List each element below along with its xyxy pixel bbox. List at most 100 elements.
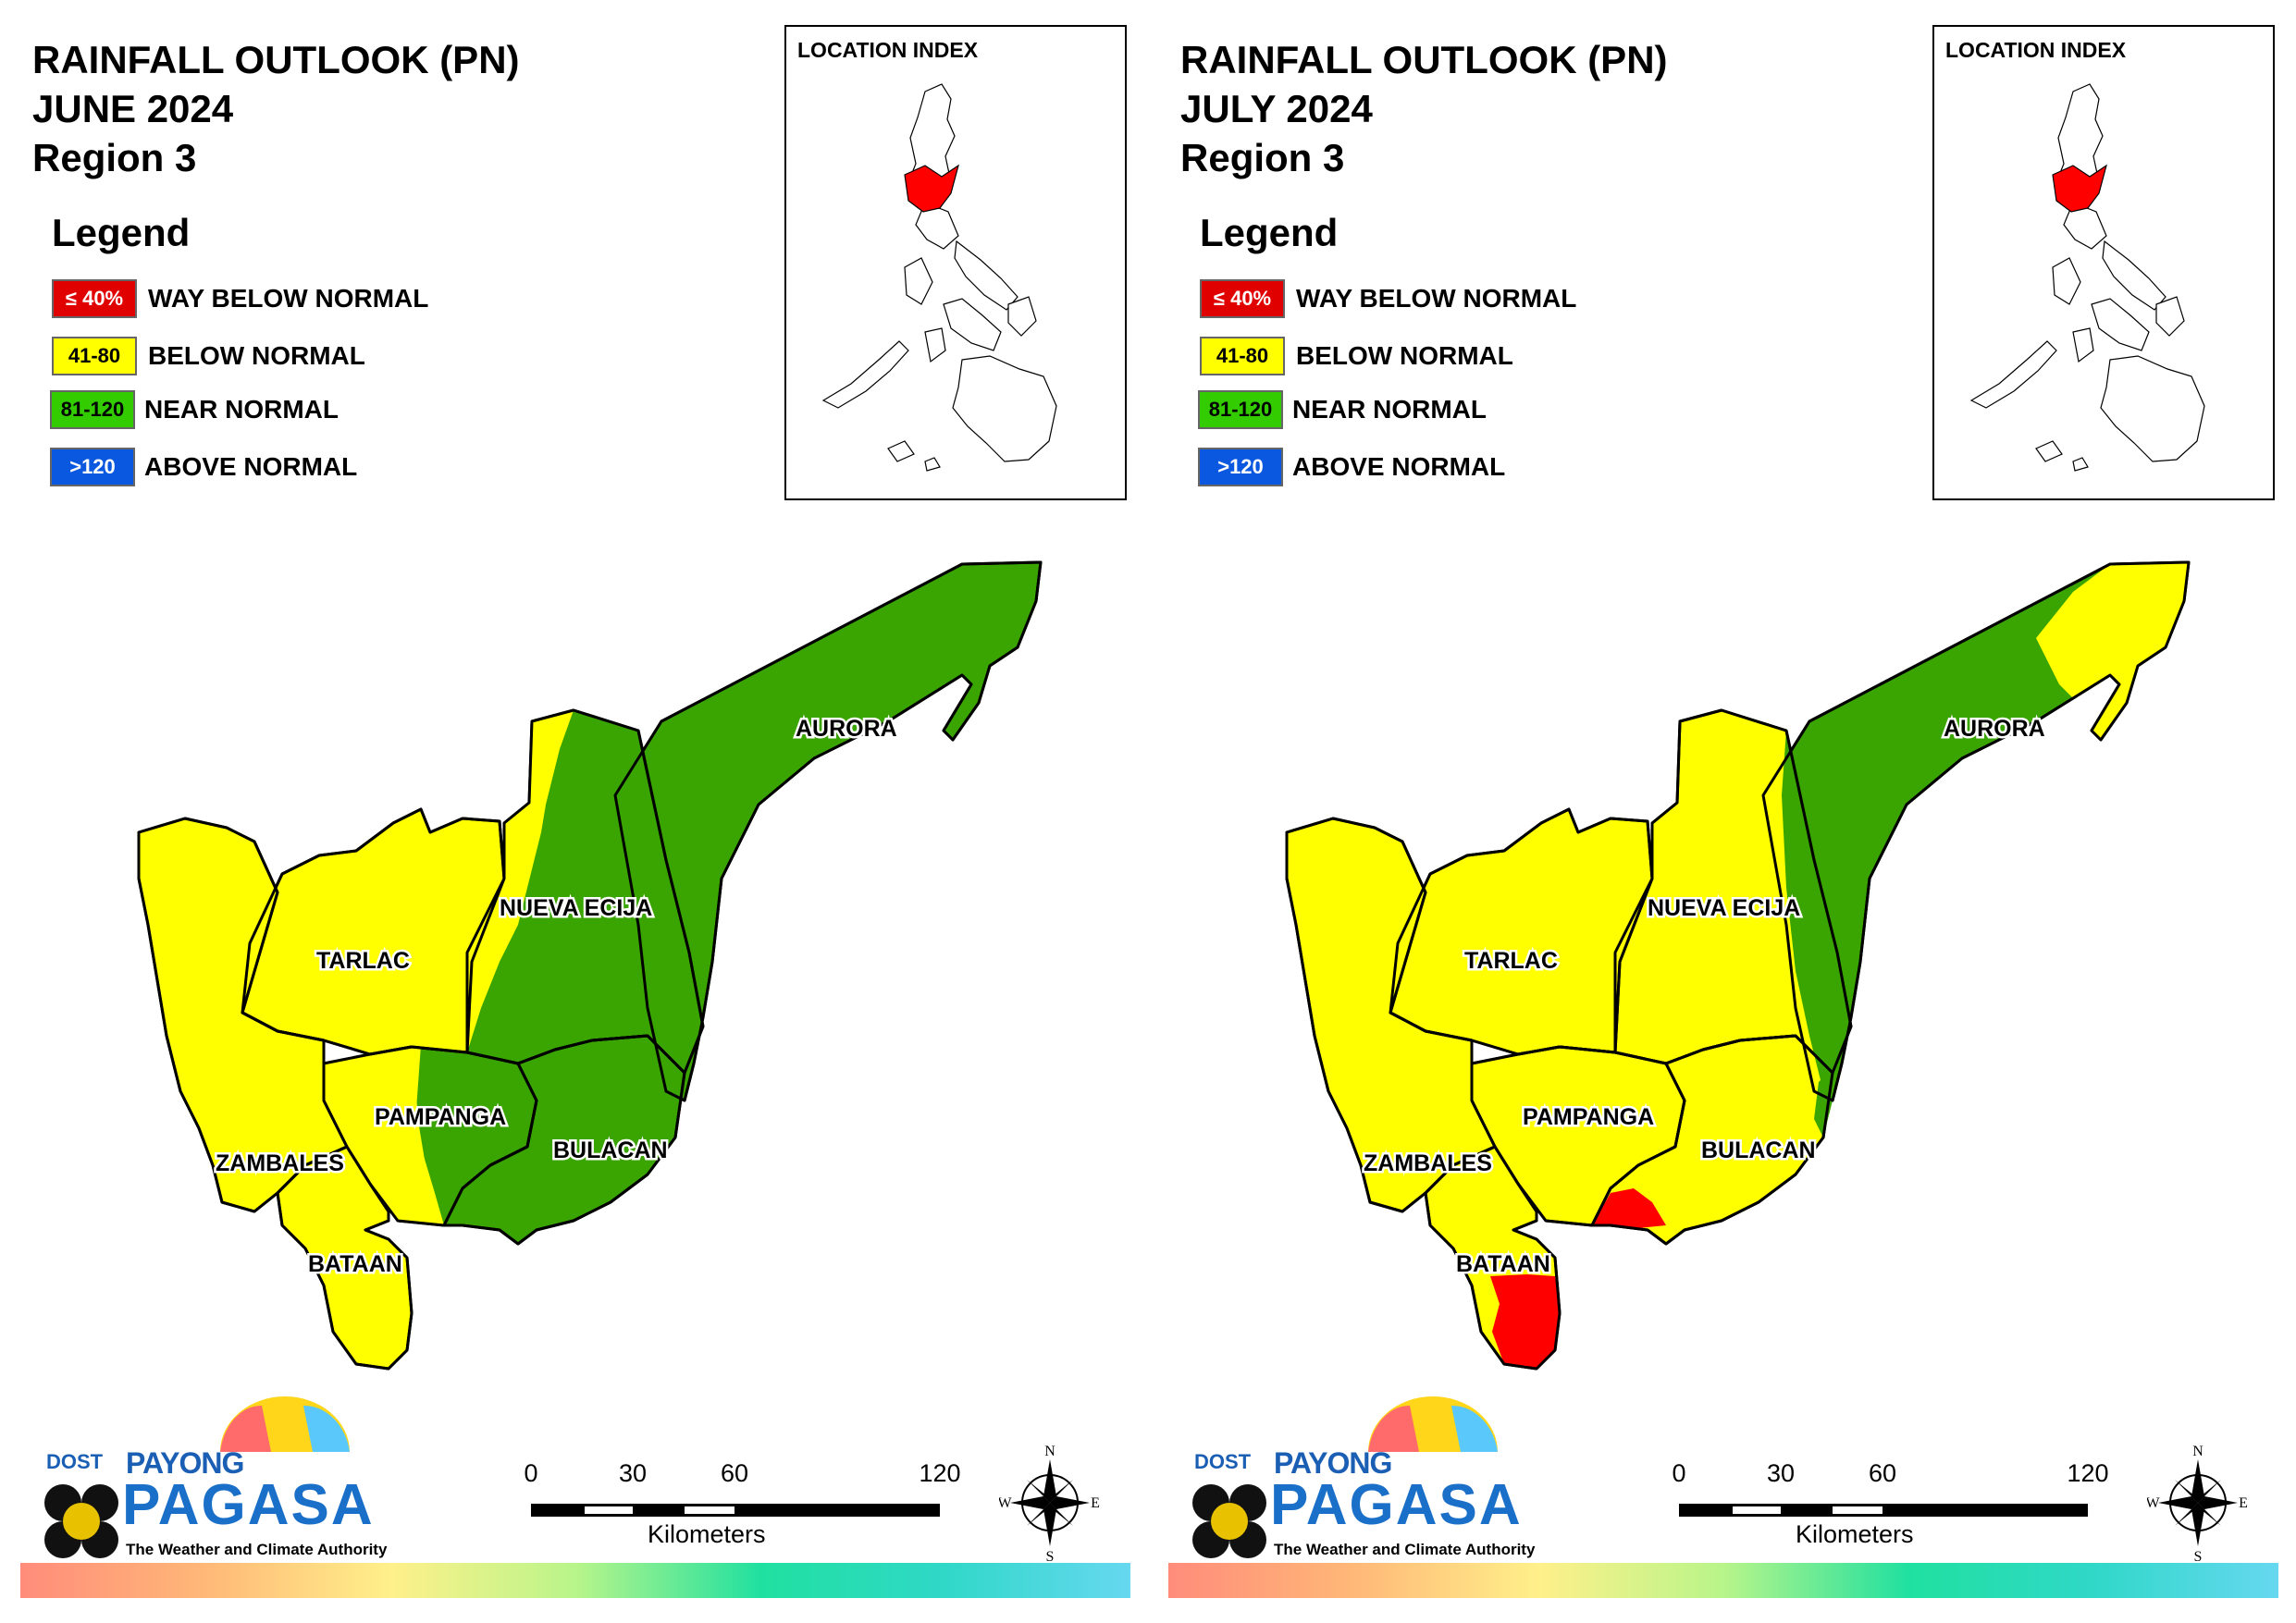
legend-item-way-below-normal: ≤ 40% WAY BELOW NORMAL [1200,277,1576,320]
legend-label: BELOW NORMAL [1296,341,1513,370]
label-tarlac: TARLAC [316,948,410,974]
compass-n: N [1044,1444,1055,1459]
scale-unit: Kilometers [1796,1520,1914,1548]
compass-icon: N S E W [2145,1444,2248,1565]
legend: Legend ≤ 40% WAY BELOW NORMAL 41-80 BELO… [50,211,428,486]
legend-label: NEAR NORMAL [1292,395,1487,424]
label-bataan: BATAAN [1456,1251,1550,1277]
legend-item-near-normal: 81-120 NEAR NORMAL [50,388,339,431]
legend-swatch: >120 [1198,448,1283,486]
label-aurora: AURORA [796,716,897,742]
legend-swatch: >120 [50,448,135,486]
pagasa-logo: DOST PAYONG PAGASA The Weather and Clima… [35,1387,405,1572]
compass-icon: N S E W [997,1444,1100,1565]
label-zambales: ZAMBALES [1364,1150,1492,1176]
inset-title: LOCATION INDEX [1945,38,2127,62]
region-3-map: AURORA NUEVA ECIJA TARLAC PAMPANGA ZAMBA… [1285,560,2191,1371]
legend-title: Legend [52,211,191,254]
legend-swatch: 81-120 [1198,390,1283,429]
legend-item-above-normal: >120 ABOVE NORMAL [50,446,358,488]
label-tarlac: TARLAC [1464,948,1558,974]
legend-item-way-below-normal: ≤ 40% WAY BELOW NORMAL [52,277,428,320]
scale-tick: 60 [720,1459,749,1487]
scale-graphic [1679,1504,2088,1517]
label-nueva-ecija: NUEVA ECIJA [500,895,652,921]
legend-swatch: 81-120 [50,390,135,429]
title-line-1: RAINFALL OUTLOOK (PN) [1180,38,1668,81]
scale-tick: 0 [1672,1459,1686,1487]
legend-title: Legend [1200,211,1339,254]
compass-w: W [999,1495,1012,1511]
logo-payong: PAYONG [126,1446,244,1480]
scale-tick: 120 [2067,1459,2109,1487]
scale-tick: 120 [919,1459,961,1487]
logo-dost: DOST [46,1450,104,1473]
legend: Legend ≤ 40% WAY BELOW NORMAL 41-80 BELO… [1198,211,1576,486]
compass-s: S [2194,1549,2203,1563]
scale-tick: 60 [1868,1459,1897,1487]
panel-june: RAINFALL OUTLOOK (PN) JUNE 2024 Region 3… [20,25,1130,1598]
label-pampanga: PAMPANGA [375,1104,506,1130]
label-zambales: ZAMBALES [216,1150,344,1176]
philippines-inset-map [821,83,1057,472]
scale-tick: 30 [618,1459,648,1487]
logo-tagline: The Weather and Climate Authority [1274,1541,1536,1558]
logo-graphic [44,1396,350,1558]
title-line-1: RAINFALL OUTLOOK (PN) [32,38,520,81]
scale-graphic [531,1504,940,1517]
scale-bar: 0 30 60 120 Kilometers [518,1459,960,1561]
location-index-inset: LOCATION INDEX [1932,25,2275,500]
logo-pagasa: PAGASA [1270,1473,1523,1537]
north-arrow: N S E W [997,1443,1101,1565]
compass-s: S [1046,1549,1055,1563]
scale-bar: 0 30 60 120 Kilometers [1666,1459,2108,1561]
title-line-2: JUNE 2024 [32,87,234,130]
legend-swatch: 41-80 [1200,337,1285,375]
legend-swatch: ≤ 40% [52,279,137,318]
legend-label: BELOW NORMAL [148,341,365,370]
legend-label: WAY BELOW NORMAL [1296,284,1577,313]
logo-dost: DOST [1194,1450,1252,1473]
inset-title: LOCATION INDEX [797,38,979,62]
map-title: RAINFALL OUTLOOK (PN) JUNE 2024 Region 3 [32,35,520,182]
region-3-highlight [904,164,959,213]
label-bulacan: BULACAN [553,1137,668,1163]
logo-payong: PAYONG [1274,1446,1392,1480]
map-title: RAINFALL OUTLOOK (PN) JULY 2024 Region 3 [1180,35,1668,182]
philippines-inset-map [1969,83,2205,472]
scale-tick: 30 [1766,1459,1796,1487]
region-3-map: AURORA NUEVA ECIJA TARLAC PAMPANGA ZAMBA… [137,560,1043,1371]
legend-label: ABOVE NORMAL [144,452,358,481]
scale-unit: Kilometers [648,1520,766,1548]
compass-n: N [2192,1444,2203,1459]
scale-tick: 0 [524,1459,538,1487]
legend-swatch: ≤ 40% [1200,279,1285,318]
logo-graphic [1192,1396,1498,1558]
location-index-inset: LOCATION INDEX [784,25,1127,500]
label-pampanga: PAMPANGA [1523,1104,1654,1130]
logo-tagline: The Weather and Climate Authority [126,1541,388,1558]
compass-e: E [1091,1495,1100,1511]
pagasa-logo: DOST PAYONG PAGASA The Weather and Clima… [1183,1387,1553,1572]
label-nueva-ecija: NUEVA ECIJA [1648,895,1800,921]
legend-item-below-normal: 41-80 BELOW NORMAL [1200,335,1513,377]
label-aurora: AURORA [1944,716,2045,742]
compass-e: E [2239,1495,2248,1511]
province-tarlac [1389,807,1654,1056]
title-line-3: Region 3 [1180,136,1345,179]
legend-label: WAY BELOW NORMAL [148,284,429,313]
legend-item-above-normal: >120 ABOVE NORMAL [1198,446,1506,488]
color-bar [1168,1563,2278,1598]
north-arrow: N S E W [2145,1443,2249,1565]
legend-label: NEAR NORMAL [144,395,339,424]
legend-swatch: 41-80 [52,337,137,375]
region-3-highlight [2052,164,2107,213]
title-line-2: JULY 2024 [1180,87,1373,130]
legend-item-below-normal: 41-80 BELOW NORMAL [52,335,365,377]
color-bar [20,1563,1130,1598]
legend-label: ABOVE NORMAL [1292,452,1506,481]
logo-pagasa: PAGASA [122,1473,375,1537]
legend-item-near-normal: 81-120 NEAR NORMAL [1198,388,1487,431]
label-bulacan: BULACAN [1701,1137,1816,1163]
label-bataan: BATAAN [308,1251,402,1277]
